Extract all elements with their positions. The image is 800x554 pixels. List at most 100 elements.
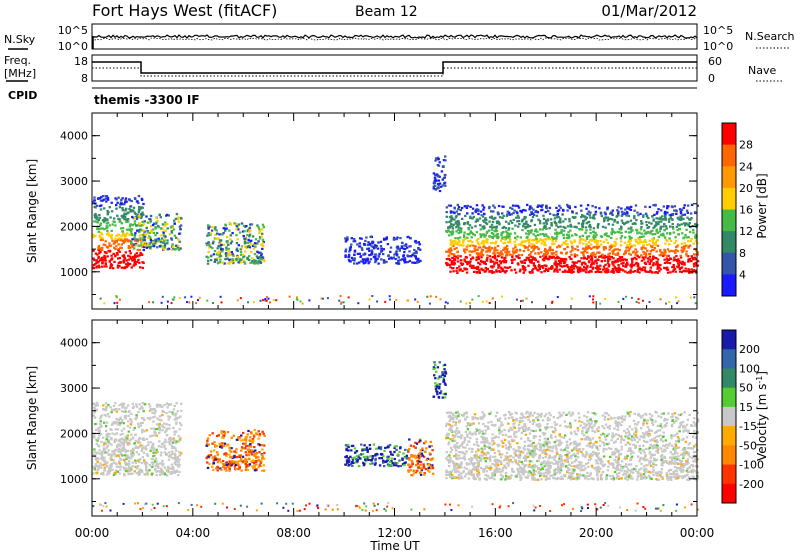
range-cell (174, 414, 177, 417)
range-cell (548, 237, 551, 241)
range-cell (149, 220, 152, 223)
range-cell (477, 209, 480, 213)
noise-search-label: N.Search (745, 30, 795, 43)
range-cell (445, 211, 448, 214)
range-cell (651, 238, 655, 241)
range-cell (176, 218, 180, 221)
range-cell (439, 298, 442, 301)
range-cell (151, 411, 154, 414)
range-cell (410, 465, 413, 468)
range-cell (231, 258, 234, 261)
range-cell (377, 447, 381, 450)
range-cell (347, 296, 350, 299)
range-cell (497, 266, 500, 269)
range-cell (98, 266, 101, 269)
range-cell (622, 258, 625, 261)
range-cell (387, 444, 390, 447)
range-cell (555, 232, 558, 235)
range-cell (136, 459, 140, 462)
range-cell (674, 239, 678, 242)
noise-left-tick-bottom: 10^0 (58, 40, 88, 53)
range-cell (612, 257, 615, 260)
range-cell (640, 246, 643, 249)
range-cell (586, 264, 589, 267)
range-cell (407, 463, 410, 466)
range-cell (160, 451, 163, 454)
range-cell (611, 209, 614, 212)
range-cell (508, 238, 512, 241)
range-cell (490, 210, 493, 213)
range-cell (575, 212, 578, 215)
range-cell (676, 223, 680, 226)
range-cell (577, 222, 580, 225)
range-cell (258, 237, 262, 240)
range-cell (136, 446, 140, 449)
range-cell (175, 430, 178, 433)
range-cell (659, 227, 662, 230)
range-cell (424, 440, 427, 444)
range-cell (530, 251, 533, 254)
range-cell (127, 473, 130, 476)
range-cell (132, 206, 136, 209)
range-cell (517, 219, 521, 223)
range-cell (550, 252, 553, 255)
range-cell (530, 212, 534, 215)
range-cell (362, 253, 365, 256)
range-cell (676, 302, 679, 305)
range-cell (390, 460, 393, 463)
range-cell (625, 246, 628, 249)
range-cell (668, 214, 671, 217)
range-cell (368, 298, 371, 301)
range-cell (617, 212, 620, 215)
range-cell (136, 213, 140, 216)
range-cell (138, 472, 141, 475)
range-cell (587, 256, 590, 259)
range-cell (588, 214, 591, 217)
range-cell (595, 233, 598, 237)
range-cell (503, 236, 506, 239)
range-cell (352, 240, 355, 243)
range-cell (166, 474, 169, 477)
range-cell (120, 198, 123, 201)
range-cell (508, 241, 512, 244)
range-cell (105, 233, 109, 236)
range-cell (222, 243, 226, 246)
range-cell (444, 159, 447, 162)
range-cell (128, 426, 132, 429)
range-cell (541, 240, 545, 243)
range-cell (502, 261, 506, 264)
range-cell (611, 269, 614, 272)
range-cell (555, 266, 558, 270)
range-cell (259, 243, 263, 246)
range-cell (100, 424, 103, 427)
range-cell (548, 212, 552, 215)
range-cell (657, 264, 660, 267)
range-cell (544, 252, 547, 255)
range-cell (114, 255, 117, 258)
range-cell (228, 221, 231, 225)
range-cell (94, 463, 98, 466)
range-cell (174, 442, 178, 445)
range-cell (260, 235, 263, 238)
range-cell (425, 447, 428, 450)
range-cell (577, 268, 581, 271)
range-cell (140, 449, 144, 452)
range-cell (99, 250, 102, 253)
colorbar-tick-label: 4 (739, 268, 746, 281)
range-cell (677, 263, 681, 266)
range-cell (642, 246, 645, 249)
range-cell (493, 206, 496, 209)
range-cell (455, 222, 458, 225)
range-cell (249, 445, 253, 448)
range-cell (222, 444, 226, 448)
range-cell (139, 422, 143, 425)
range-cell (449, 211, 453, 214)
range-cell (253, 465, 257, 468)
range-cell (411, 461, 414, 464)
range-cell (685, 222, 688, 225)
range-cell (221, 250, 224, 253)
range-cell (403, 464, 406, 467)
range-cell (171, 447, 174, 450)
range-cell (693, 265, 696, 268)
range-cell (555, 235, 559, 238)
